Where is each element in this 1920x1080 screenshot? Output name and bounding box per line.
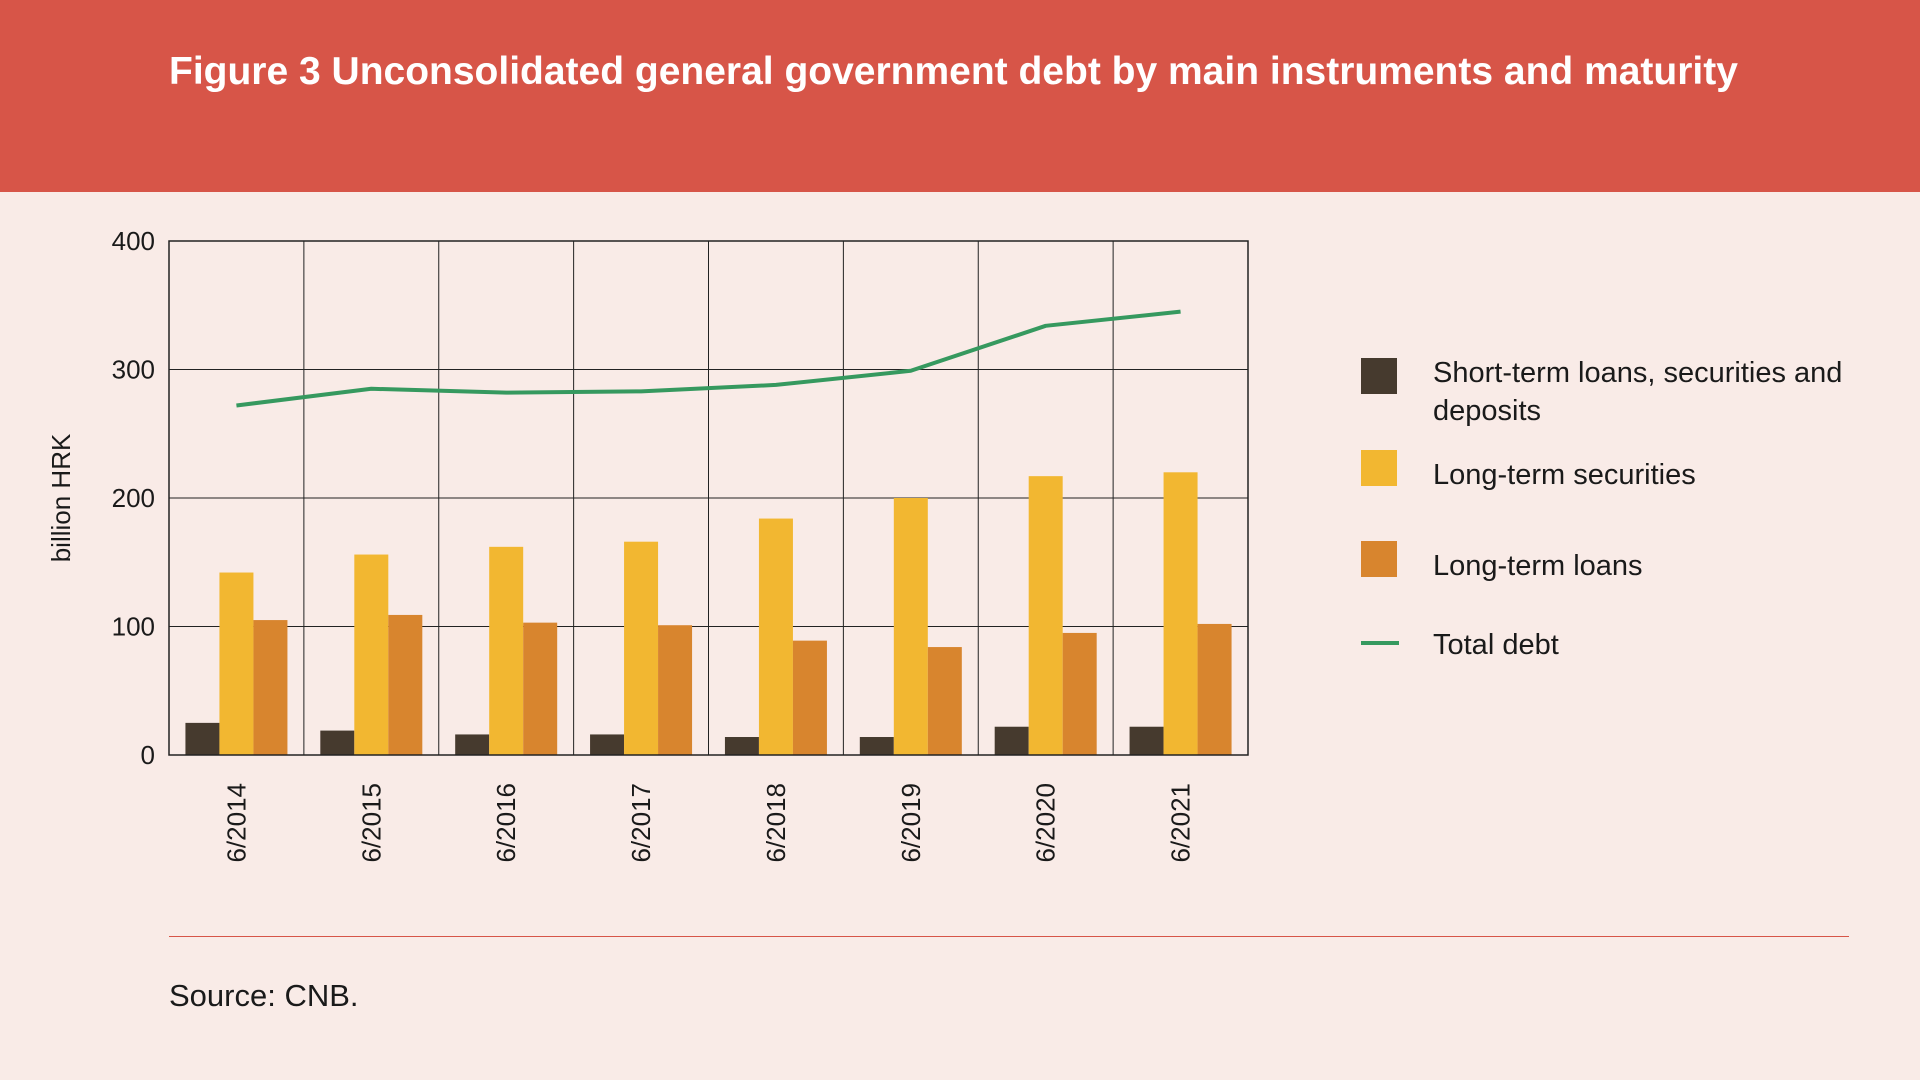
y-tick-label: 200 [112,483,155,513]
bar-3-1 [253,620,288,755]
x-tick-label: 6/2016 [491,783,521,863]
legend-swatch-3 [1361,541,1397,577]
legend-label-1: Short-term loans, securities and [1433,357,1842,389]
bar-2-6 [893,498,928,755]
x-tick-label: 6/2014 [221,783,251,863]
y-tick-label: 400 [112,226,155,256]
bar-3-6 [927,647,962,755]
total-debt-line-layer [236,309,1181,408]
legend-label-3: Long-term loans [1433,550,1643,582]
y-tick-label: 0 [141,740,155,770]
bar-2-2 [354,554,389,755]
bar-1-3 [455,734,490,755]
bar-1-6 [859,737,894,755]
plot-frame [168,240,1249,756]
legend-label-1: deposits [1433,395,1541,427]
legend-swatch-2 [1361,450,1397,486]
bar-1-7 [994,726,1029,755]
bar-3-7 [1062,632,1097,755]
y-tick-label: 100 [112,612,155,642]
bar-3-4 [658,625,693,755]
y-tick-label: 300 [112,355,155,385]
legend-label-2: Long-term securities [1433,459,1696,491]
y-axis-label: billion HRK [46,433,76,562]
total-debt-line [236,309,1181,408]
bar-3-5 [792,640,827,755]
legend: Short-term loans, securities and deposits… [1361,357,1842,661]
bar-2-1 [219,572,254,755]
bar-2-4 [624,541,659,755]
bars [185,472,1232,755]
axes: 0 100 200 300 400 billion HRK 6/2014 6/2015 6/20… [46,226,1249,863]
legend-swatch-1 [1361,358,1397,394]
x-tick-label: 6/2015 [356,783,386,863]
source-note: Source: CNB. [169,978,359,1013]
bar-3-3 [523,622,558,755]
figure-title: Figure 3 Unconsolidated general governme… [169,50,1738,93]
bar-2-7 [1028,476,1063,755]
bar-1-2 [320,730,355,755]
bar-1-5 [724,737,759,755]
bar-3-2 [388,614,423,755]
bar-3-8 [1197,623,1232,755]
bar-2-8 [1163,472,1198,755]
bar-2-5 [758,518,793,755]
bar-1-8 [1129,726,1164,755]
bar-1-4 [590,734,625,755]
bar-2-3 [489,546,524,755]
bar-1-1 [185,722,220,755]
x-tick-label: 6/2021 [1166,783,1196,863]
legend-label-4: Total debt [1433,629,1559,661]
x-tick-label: 6/2019 [896,783,926,863]
x-tick-label: 6/2018 [761,783,791,863]
x-tick-label: 6/2020 [1031,783,1061,863]
debt-chart: 0 100 200 300 400 billion HRK 6/2014 6/2015 6/20… [46,226,1842,863]
footer-divider [169,936,1849,937]
x-tick-label: 6/2017 [626,783,656,863]
header-banner: Figure 3 Unconsolidated general governme… [0,0,1920,192]
